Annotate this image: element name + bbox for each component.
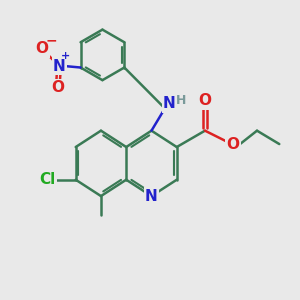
- Text: O: O: [51, 80, 64, 95]
- Text: +: +: [61, 51, 70, 61]
- Text: N: N: [145, 189, 158, 204]
- Text: O: O: [227, 136, 240, 152]
- Text: N: N: [53, 58, 65, 74]
- Text: O: O: [35, 41, 48, 56]
- Text: Cl: Cl: [39, 172, 56, 187]
- Text: N: N: [163, 96, 176, 111]
- Text: H: H: [176, 94, 186, 107]
- Text: −: −: [46, 34, 57, 47]
- Text: O: O: [199, 94, 212, 109]
